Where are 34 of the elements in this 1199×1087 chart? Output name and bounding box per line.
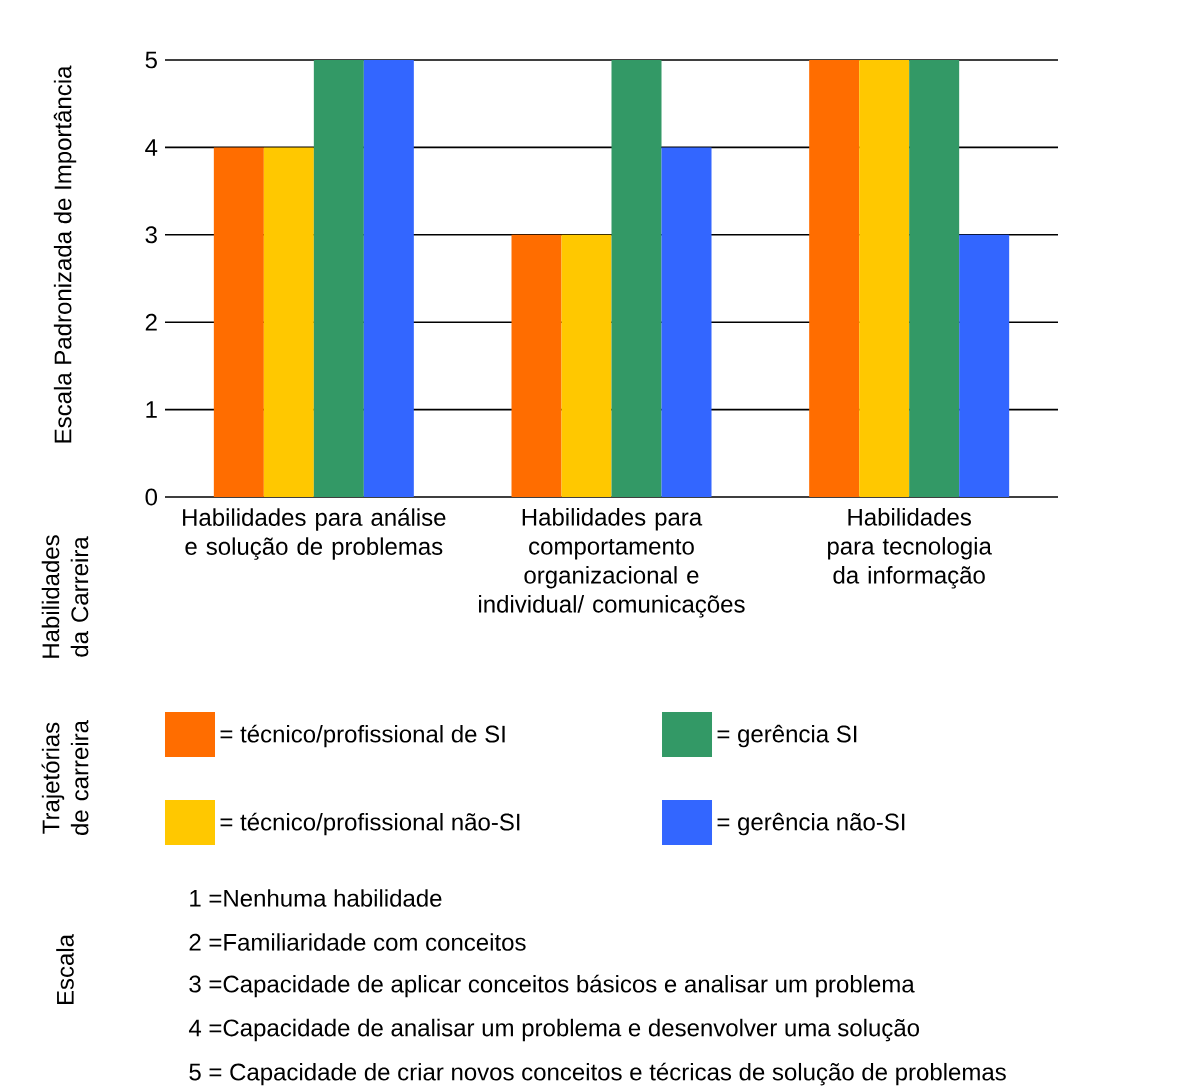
- x-tick-label: Habilidades para análise e solução de problemas: [183, 508, 446, 560]
- bar: [561, 234, 612, 497]
- bar: [263, 147, 314, 497]
- bar: [611, 60, 662, 497]
- bar: [909, 60, 960, 497]
- bar: [313, 60, 364, 497]
- bar: [661, 147, 712, 497]
- bar: [363, 60, 414, 497]
- bar: [213, 147, 264, 497]
- y-tick-label: 5: [145, 51, 157, 69]
- y-tick-label: 1: [146, 401, 157, 418]
- text: 3 =Capacidade de aplicar conceitos básicos e analisar um problema: [189, 974, 915, 998]
- x-tick-label: Habilidades para comportamento organizacional e individual/ comunicações: [479, 508, 745, 618]
- text: Habilidades da Carreira: [41, 535, 89, 658]
- bar: [959, 234, 1010, 497]
- text: Escala: [56, 934, 74, 1005]
- bar: [859, 60, 910, 497]
- legend-label: = gerência não-SI: [717, 812, 905, 836]
- legend-label: = técnico/profissional não-SI: [220, 812, 520, 836]
- text: 4 =Capacidade de analisar um problema e desenvolver uma solução: [188, 1018, 919, 1042]
- legend-label: = gerência SI: [717, 724, 857, 748]
- bar: [511, 234, 562, 497]
- text: 5 = Capacidade de criar novos conceitos e técricas de solução de problemas: [189, 1062, 1006, 1086]
- text: 2 =Familiaridade com conceitos: [189, 933, 526, 951]
- y-tick-label: 3: [145, 226, 157, 244]
- bar: [809, 60, 860, 497]
- legend-title: Trajetórias de carreira: [41, 720, 89, 836]
- legend-label: = técnico/profissional de SI: [220, 724, 505, 748]
- y-tick-label: 0: [145, 488, 158, 506]
- text: 1 =Nenhuma habilidade: [190, 889, 442, 907]
- x-tick-label: Habilidades para tecnologia da informação: [827, 508, 992, 589]
- y-axis-title: Escala Padronizada de Importância: [53, 65, 77, 443]
- y-tick-label: 2: [145, 313, 157, 331]
- y-tick-label: 4: [145, 139, 158, 156]
